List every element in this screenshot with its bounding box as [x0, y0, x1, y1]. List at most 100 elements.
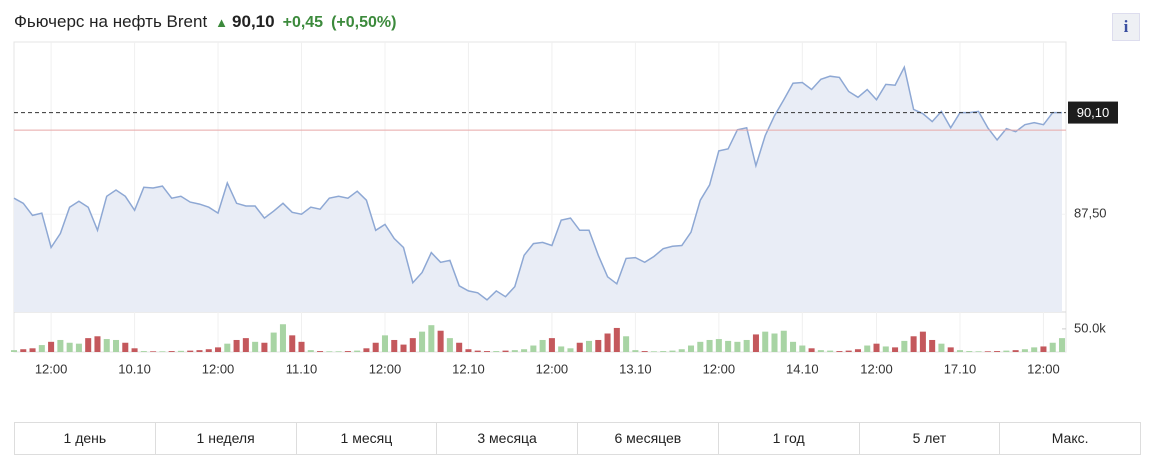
- x-tick-label: 12:00: [536, 361, 569, 376]
- volume-bar: [901, 340, 908, 352]
- range-button[interactable]: 5 лет: [860, 423, 1001, 454]
- volume-bar: [363, 348, 370, 352]
- volume-bar: [428, 325, 435, 352]
- volume-bar: [446, 338, 453, 352]
- volume-bar: [409, 338, 416, 352]
- volume-bar: [103, 339, 110, 352]
- volume-bar: [205, 349, 212, 352]
- area-fill: [14, 67, 1062, 312]
- volume-bar: [437, 330, 444, 352]
- volume-bar: [261, 342, 268, 352]
- change-percent: (+0,50%): [331, 14, 397, 31]
- volume-bar: [252, 341, 259, 352]
- y-tick-label: 87,50: [1074, 206, 1107, 221]
- volume-bar: [335, 351, 342, 352]
- volume-bar: [10, 350, 18, 352]
- volume-bar: [706, 339, 713, 352]
- volume-bar: [307, 350, 314, 352]
- volume-bar: [660, 351, 667, 352]
- volume-bar: [808, 348, 815, 352]
- range-button[interactable]: 3 месяца: [437, 423, 578, 454]
- volume-bar: [688, 345, 695, 352]
- volume-bar: [585, 340, 593, 352]
- volume-bar: [641, 351, 648, 352]
- volume-bar: [140, 351, 147, 352]
- volume-bar: [224, 343, 231, 352]
- volume-bar: [725, 340, 732, 352]
- volume-bar: [650, 351, 657, 352]
- change: +0,45: [282, 14, 324, 31]
- volume-bar: [1003, 350, 1010, 352]
- volume-bar: [1012, 350, 1019, 352]
- volume-bar: [474, 350, 481, 352]
- volume-bar: [298, 341, 305, 352]
- volume-bar: [697, 341, 704, 352]
- volume-bar: [177, 350, 184, 352]
- x-tick-label: 17.10: [944, 361, 977, 376]
- volume-bar: [947, 347, 954, 352]
- x-tick-label: 12:00: [703, 361, 736, 376]
- volume-bar: [882, 346, 889, 352]
- volume-bar: [678, 349, 685, 352]
- volume-bar: [799, 345, 806, 352]
- volume-bar: [113, 339, 120, 352]
- volume-bar: [289, 335, 296, 352]
- volume-bar: [817, 350, 824, 352]
- volume-bar: [196, 350, 203, 352]
- range-button[interactable]: Макс.: [1051, 430, 1089, 446]
- volume-bar: [354, 350, 361, 352]
- volume-bar: [372, 342, 379, 352]
- volume-bar: [929, 339, 936, 352]
- info-button[interactable]: i: [1112, 13, 1140, 41]
- volume-bar: [762, 331, 769, 352]
- volume-bar: [48, 341, 55, 352]
- volume-bar: [892, 347, 899, 352]
- volume-bar: [956, 350, 963, 352]
- volume-bar: [919, 331, 926, 352]
- volume-bar: [502, 350, 509, 352]
- volume-bar: [75, 343, 82, 352]
- volume-bar: [994, 351, 1001, 352]
- volume-bar: [391, 339, 398, 352]
- volume-bar: [131, 348, 138, 352]
- volume-bar: [465, 349, 472, 352]
- volume-bar: [576, 342, 583, 352]
- range-button[interactable]: 1 неделя: [156, 423, 297, 454]
- volume-bar: [493, 351, 500, 352]
- volume-bar: [85, 338, 92, 352]
- range-button[interactable]: 1 месяц: [297, 423, 438, 454]
- volume-bar: [715, 339, 722, 352]
- volume-bar: [521, 349, 528, 352]
- range-button[interactable]: 1 год: [719, 423, 860, 454]
- volume-bar: [836, 351, 843, 352]
- volume-bar: [873, 343, 880, 352]
- volume-bar: [94, 336, 101, 352]
- x-tick-label: 12:00: [35, 361, 68, 376]
- volume-bar: [984, 351, 991, 352]
- volume-bar: [567, 348, 574, 352]
- header: Фьючерс на нефть Brent ▲ 90,10 +0,45 (+0…: [14, 12, 396, 32]
- up-arrow: ▲: [215, 15, 229, 30]
- volume-bar: [326, 351, 333, 352]
- volume-bar: [938, 343, 945, 352]
- volume-bar: [279, 324, 286, 352]
- volume-bar: [595, 339, 602, 352]
- volume-bar: [966, 351, 973, 352]
- volume-bar: [20, 349, 27, 352]
- volume-bar: [558, 346, 565, 352]
- volume-bar: [1049, 342, 1056, 352]
- x-tick-label: 12.10: [452, 361, 485, 376]
- volume-bar: [150, 351, 157, 352]
- volume-bar: [771, 333, 778, 352]
- range-button[interactable]: 1 день: [15, 423, 156, 454]
- volume-bar: [29, 348, 36, 352]
- range-button[interactable]: 6 месяцев: [578, 423, 719, 454]
- volume-bar: [539, 339, 546, 352]
- last-price: 90,10: [232, 12, 275, 31]
- chart: 12:00 10.10 12:00 11.10 12:00 12.10 12:00 13.10…: [10, 41, 1118, 376]
- volume-bar: [168, 351, 175, 352]
- volume-bar: [632, 350, 639, 352]
- x-tick-label: 12:00: [202, 361, 235, 376]
- volume-bar: [1058, 338, 1066, 352]
- volume-bar: [317, 351, 324, 352]
